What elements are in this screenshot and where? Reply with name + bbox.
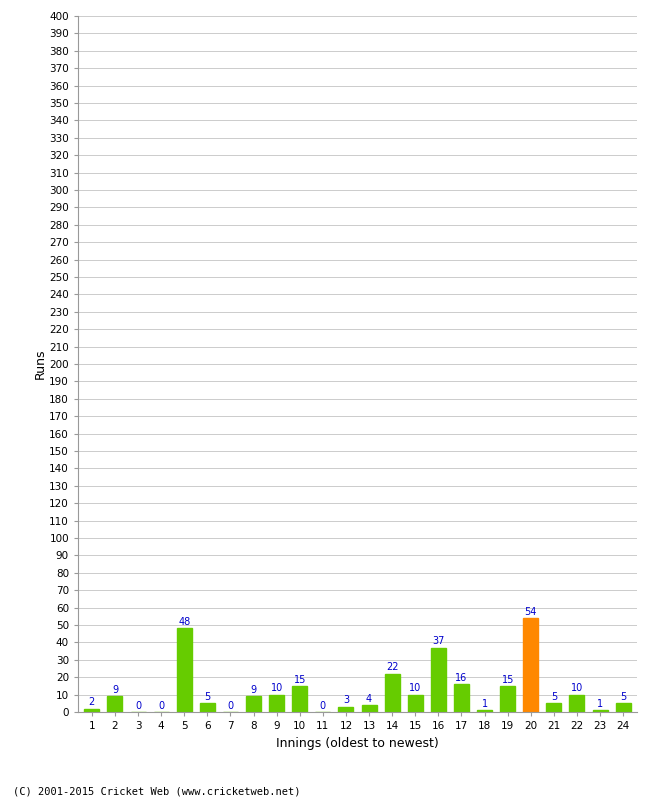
Text: 9: 9 [112,685,118,695]
Bar [431,648,446,712]
Text: 10: 10 [270,683,283,694]
Text: 5: 5 [551,692,557,702]
Text: 48: 48 [178,617,190,627]
Text: 9: 9 [250,685,257,695]
Text: 22: 22 [386,662,398,672]
Bar [523,618,538,712]
Text: 0: 0 [227,701,233,710]
Text: 0: 0 [135,701,141,710]
Bar [107,696,122,712]
Bar [408,694,422,712]
Text: 1: 1 [482,699,488,709]
Text: 5: 5 [204,692,211,702]
Text: 3: 3 [343,695,349,706]
Text: 2: 2 [89,697,95,707]
Text: 4: 4 [366,694,372,704]
Text: 0: 0 [158,701,164,710]
Text: 54: 54 [525,606,537,617]
Bar [361,705,376,712]
Text: 5: 5 [620,692,626,702]
Text: 37: 37 [432,636,445,646]
Text: 1: 1 [597,699,603,709]
Bar [547,703,562,712]
Bar [569,694,584,712]
X-axis label: Innings (oldest to newest): Innings (oldest to newest) [276,737,439,750]
Bar [200,703,215,712]
Bar [339,706,354,712]
Bar [616,703,630,712]
Y-axis label: Runs: Runs [33,349,46,379]
Text: 16: 16 [455,673,467,682]
Text: 15: 15 [294,674,306,685]
Bar [292,686,307,712]
Bar [477,710,492,712]
Bar [269,694,284,712]
Bar [593,710,608,712]
Text: 0: 0 [320,701,326,710]
Bar [385,674,400,712]
Bar [246,696,261,712]
Bar [177,629,192,712]
Text: (C) 2001-2015 Cricket Web (www.cricketweb.net): (C) 2001-2015 Cricket Web (www.cricketwe… [13,786,300,796]
Bar [500,686,515,712]
Bar [84,709,99,712]
Text: 10: 10 [409,683,421,694]
Text: 15: 15 [501,674,514,685]
Bar [454,684,469,712]
Text: 10: 10 [571,683,583,694]
